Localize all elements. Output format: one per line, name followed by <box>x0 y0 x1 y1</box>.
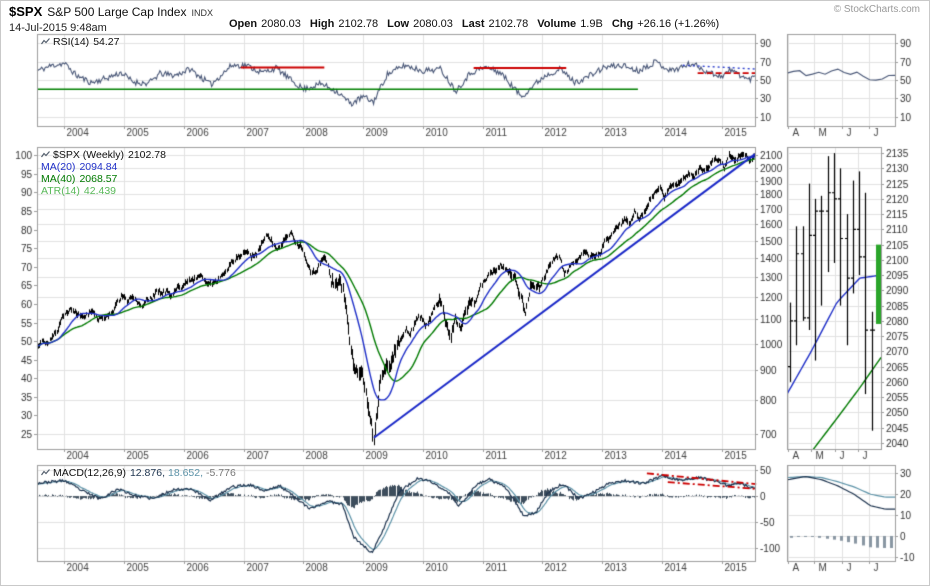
macd-label: MACD(12,26,9) <box>53 467 126 479</box>
ma40-value: 2068.57 <box>79 173 118 185</box>
price-last-value: 2102.78 <box>128 149 166 161</box>
quote-value: 2080.03 <box>261 18 301 30</box>
quote-value: 2080.03 <box>413 18 453 30</box>
indicator-icon <box>41 469 50 476</box>
symbol: $SPX <box>9 4 43 19</box>
quote-value: +26.16 (+1.26%) <box>637 18 720 30</box>
indicator-icon <box>41 38 50 45</box>
macd-signal-value: 18.652, <box>168 467 204 479</box>
quote-label: High <box>309 18 335 30</box>
quote-value: 2102.78 <box>338 18 379 30</box>
rsi-value: 54.27 <box>93 36 120 48</box>
quote-strip: Open 2080.03 High 2102.78 Low 2080.03 Last 2102… <box>229 18 719 30</box>
quote-value: 2102.78 <box>488 18 529 30</box>
macd-legend: MACD(12,26,9) 12.876, 18.652, -5.776 <box>41 467 236 479</box>
chart-datetime: 14-Jul-2015 9:48am <box>9 18 107 36</box>
datetime-label: 14-Jul-2015 9:48am <box>9 22 107 34</box>
price-legend: $SPX (Weekly) 2102.78 MA(20) 2094.84 MA(40… <box>41 149 166 197</box>
quote-label: Last <box>461 18 485 30</box>
ma40-label: MA(40) <box>41 173 76 185</box>
macd-hist-value: -5.776 <box>206 467 236 479</box>
rsi-label: RSI(14) <box>53 36 90 48</box>
atr-label: ATR(14) <box>41 185 80 197</box>
quote-label: Chg <box>611 18 634 30</box>
rsi-legend: RSI(14) 54.27 <box>41 36 119 48</box>
ma20-value: 2094.84 <box>79 161 118 173</box>
quote-value: 1.9B <box>580 18 603 30</box>
macd-value: 12.876, <box>129 467 165 479</box>
copyright: © StockCharts.com <box>833 4 920 15</box>
price-series-label: $SPX (Weekly) <box>53 149 124 161</box>
chart-header: $SPX S&P 500 Large Cap Index INDX <box>9 3 213 21</box>
symbol-name: S&P 500 Large Cap Index <box>47 5 187 19</box>
ma20-label: MA(20) <box>41 161 76 173</box>
quote-label: Open <box>229 18 258 30</box>
atr-value: 42.439 <box>83 185 117 197</box>
quote-label: Volume <box>537 18 577 30</box>
indicator-icon <box>41 151 50 158</box>
exchange-label: INDX <box>191 8 213 18</box>
quote-label: Low <box>387 18 410 30</box>
